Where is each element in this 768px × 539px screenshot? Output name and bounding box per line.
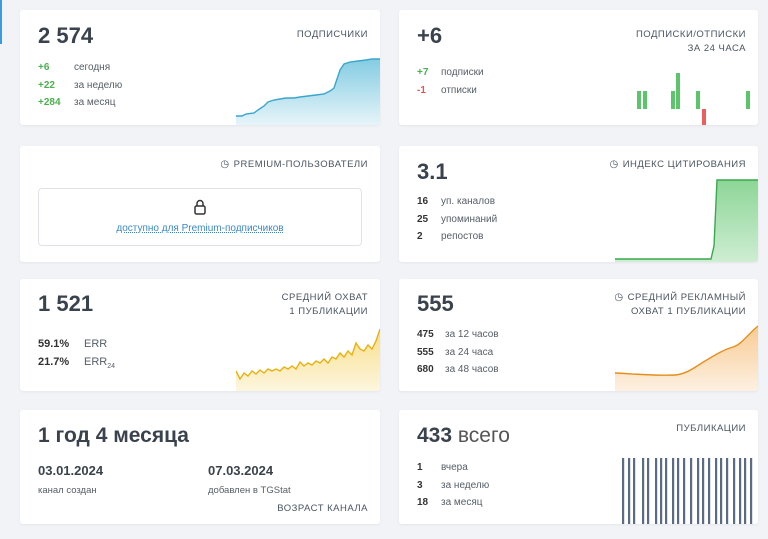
created-label: канал создан [38,485,97,496]
added-date: 07.03.2024 [208,463,274,478]
channel-age-value: 1 год 4 месяца [38,424,189,447]
publications-card[interactable]: 433 всего ПУБЛИКАЦИИ 1 вчера 3 за неделю 1… [399,410,758,524]
stat-row: 18 за месяц [417,497,483,508]
citation-title: ◷ ИНДЕКС ЦИТИРОВАНИЯ [609,159,746,170]
ad-reach-value: 555 [417,291,454,316]
stat-row: 16 уп. каналов [417,196,496,207]
citation-card[interactable]: 3.1 ◷ ИНДЕКС ЦИТИРОВАНИЯ 16 уп. каналов 25… [399,146,758,262]
ad-reach-card[interactable]: 555 ◷ СРЕДНИЙ РЕКЛАМНЫЙ ОХВАТ 1 ПУБЛИКАЦИ… [399,279,758,391]
subs-unsubs-title: ПОДПИСКИ/ОТПИСКИ ЗА 24 ЧАСА [635,29,746,54]
subs-net-value: +6 [417,23,443,48]
stat-row: +6 сегодня [38,62,111,73]
stat-row: 555 за 24 часа [417,346,494,358]
citation-sparkline [615,179,758,262]
reach-sparkline [236,328,380,391]
stat-row: 21.7% ERR24 [38,355,116,370]
subscribers-count: 2 574 [38,23,94,48]
clock-icon: ◷ [614,292,624,303]
stat-row: 25 упоминаний [417,213,498,225]
publications-stats: 1 вчера 3 за неделю 18 за месяц [417,459,489,512]
bar-sub [637,91,641,109]
stat-row: 680 за 48 часов [417,364,499,375]
publications-value: 433 всего [417,424,510,447]
channel-age-card[interactable]: 1 год 4 месяца 03.01.2024 канал создан 0… [20,410,380,524]
subs-unsubs-bars [637,73,750,125]
bar-sub [671,91,675,109]
reach-title: СРЕДНИЙ ОХВАТ 1 ПУБЛИКАЦИИ [281,292,368,317]
stat-row: +284 за месяц [38,97,116,108]
ad-reach-stats: 475 за 12 часов 555 за 24 часа 680 за 48 ча… [417,326,499,379]
sidebar-accent [0,0,2,44]
stat-row: 2 репостов [417,231,484,242]
added-label: добавлен в TGStat [208,485,291,496]
stat-row: 59.1% ERR [38,338,108,350]
reach-stats: 59.1% ERR 21.7% ERR24 [38,336,115,371]
subs-unsubs-stats: +7 подписки -1 отписки [417,64,484,99]
stat-row: 3 за неделю [417,479,490,491]
bar-sub [643,91,647,109]
bar-unsub [702,109,706,125]
bar-sub [676,73,680,109]
bar-sub [696,91,700,109]
premium-link[interactable]: доступно для Premium-подписчиков [116,223,284,234]
subscribers-title: ПОДПИСЧИКИ [296,29,368,40]
clock-icon: ◷ [220,159,230,170]
reach-card[interactable]: 1 521 СРЕДНИЙ ОХВАТ 1 ПУБЛИКАЦИИ 59.1% ER… [20,279,380,391]
stat-row: -1 отписки [417,84,477,96]
premium-lock-box[interactable]: доступно для Premium-подписчиков [38,188,362,246]
created-date: 03.01.2024 [38,463,104,478]
premium-title: ◷ PREMIUM-ПОЛЬЗОВАТЕЛИ [220,159,368,170]
citation-index-value: 3.1 [417,159,448,184]
stat-row: 475 за 12 часов [417,329,499,340]
publications-title: ПУБЛИКАЦИИ [676,423,746,434]
stat-row: 1 вчера [417,462,468,473]
clock-icon: ◷ [609,159,619,170]
bar-sub [746,91,750,109]
subs-unsubs-card[interactable]: +6 ПОДПИСКИ/ОТПИСКИ ЗА 24 ЧАСА +7 подписк… [399,10,758,125]
lock-icon [39,199,361,220]
citation-stats: 16 уп. каналов 25 упоминаний 2 репостов [417,193,497,246]
subscribers-card[interactable]: 2 574 ПОДПИСЧИКИ +6 сегодня +22 за неделю … [20,10,380,125]
stat-row: +7 подписки [417,67,484,78]
subscribers-stats: +6 сегодня +22 за неделю +284 за месяц [38,59,122,112]
channel-age-title: ВОЗРАСТ КАНАЛА [277,503,368,514]
reach-value: 1 521 [38,291,94,316]
subscribers-sparkline [236,58,380,125]
ad-reach-sparkline [615,325,758,391]
stat-row: +22 за неделю [38,79,123,91]
publications-barcode [622,458,753,524]
premium-card[interactable]: ◷ PREMIUM-ПОЛЬЗОВАТЕЛИ доступно для Premi… [20,146,380,262]
ad-reach-title: ◷ СРЕДНИЙ РЕКЛАМНЫЙ ОХВАТ 1 ПУБЛИКАЦИИ [614,292,746,317]
